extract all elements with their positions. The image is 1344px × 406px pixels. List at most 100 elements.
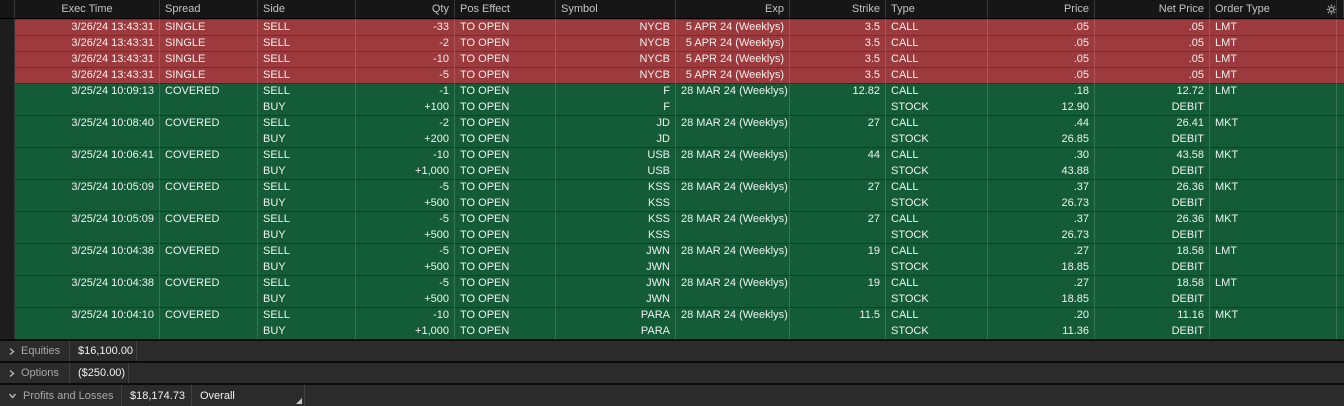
bar-filler [137,341,1344,361]
settings-gear-icon[interactable] [1326,4,1337,15]
cell-symbol: JWN [556,259,676,275]
order-row[interactable]: BUY +1,000 TO OPEN PARA STOCK 11.36 DEBIT [0,323,1344,339]
cell-exp: 28 MAR 24 (Weeklys) [676,307,790,323]
order-row[interactable]: 3/25/24 10:08:40 COVERED SELL -2 TO OPEN JD 28… [0,115,1344,131]
column-header-pos-effect[interactable]: Pos Effect [455,0,556,18]
cell-spread [160,291,258,307]
cell-side: SELL [258,179,356,195]
cell-spread: SINGLE [160,67,258,83]
column-header-exec-time[interactable]: Exec Time [15,0,160,18]
cell-order-type: LMT [1210,243,1337,259]
row-marker [0,67,15,83]
cell-type: CALL [886,275,988,291]
column-header-side[interactable]: Side [258,0,356,18]
profits-losses-toggle[interactable]: Profits and Losses [0,385,122,406]
order-row[interactable]: BUY +500 TO OPEN JWN STOCK 18.85 DEBIT [0,291,1344,307]
pnl-scope-dropdown[interactable]: Overall [192,385,305,406]
column-header-qty[interactable]: Qty [356,0,455,18]
chevron-down-icon [8,392,17,399]
cell-qty: -2 [356,115,455,131]
cell-strike [790,227,886,243]
cell-pos-effect: TO OPEN [455,83,556,99]
cell-pos-effect: TO OPEN [455,211,556,227]
cell-qty: +500 [356,227,455,243]
cell-order-type: MKT [1210,147,1337,163]
cell-symbol: NYCB [556,19,676,35]
cell-pos-effect: TO OPEN [455,115,556,131]
cell-type: CALL [886,179,988,195]
column-header-spread[interactable]: Spread [160,0,258,18]
equities-toggle[interactable]: Equities [0,341,70,361]
chevron-right-icon [8,347,15,356]
column-header-strike[interactable]: Strike [790,0,886,18]
order-row[interactable]: BUY +500 TO OPEN KSS STOCK 26.73 DEBIT [0,227,1344,243]
row-right-strip [1337,195,1344,211]
cell-spread [160,227,258,243]
cell-price: .20 [988,307,1095,323]
order-row[interactable]: BUY +200 TO OPEN JD STOCK 26.85 DEBIT [0,131,1344,147]
cell-spread: COVERED [160,211,258,227]
cell-spread [160,323,258,339]
column-header-order-type[interactable]: Order Type [1210,0,1337,18]
order-row[interactable]: 3/26/24 13:43:31 SINGLE SELL -33 TO OPEN NYCB… [0,19,1344,35]
column-header-price[interactable]: Price [988,0,1095,18]
row-right-strip [1337,275,1344,291]
order-row[interactable]: 3/26/24 13:43:31 SINGLE SELL -5 TO OPEN NYCB 5… [0,67,1344,83]
cell-spread: COVERED [160,179,258,195]
cell-exp: 28 MAR 24 (Weeklys) [676,243,790,259]
cell-qty: -10 [356,147,455,163]
cell-order-type [1210,99,1337,115]
cell-order-type: LMT [1210,19,1337,35]
cell-side: SELL [258,211,356,227]
order-row[interactable]: 3/25/24 10:04:38 COVERED SELL -5 TO OPEN JWN 2… [0,275,1344,291]
row-right-strip [1337,67,1344,83]
order-row[interactable]: 3/25/24 10:04:38 COVERED SELL -5 TO OPEN JWN 2… [0,243,1344,259]
order-row[interactable]: BUY +1,000 TO OPEN USB STOCK 43.88 DEBIT [0,163,1344,179]
cell-qty: -5 [356,67,455,83]
row-marker [0,323,15,339]
order-row[interactable]: 3/25/24 10:05:09 COVERED SELL -5 TO OPEN KSS 2… [0,179,1344,195]
cell-spread [160,259,258,275]
column-header-type[interactable]: Type [886,0,988,18]
cell-order-type: LMT [1210,35,1337,51]
cell-type: CALL [886,243,988,259]
column-header-exp[interactable]: Exp [676,0,790,18]
options-toggle[interactable]: Options [0,363,70,383]
cell-pos-effect: TO OPEN [455,259,556,275]
cell-type: CALL [886,83,988,99]
order-row[interactable]: 3/25/24 10:09:13 COVERED SELL -1 TO OPEN F 28 … [0,83,1344,99]
cell-net-price: DEBIT [1095,163,1210,179]
cell-exp [676,323,790,339]
cell-qty: -5 [356,179,455,195]
row-right-strip [1337,291,1344,307]
cell-net-price: DEBIT [1095,323,1210,339]
corner-resize-handle[interactable] [296,398,302,404]
cell-spread: SINGLE [160,35,258,51]
order-row[interactable]: BUY +100 TO OPEN F STOCK 12.90 DEBIT [0,99,1344,115]
order-row[interactable]: 3/25/24 10:04:10 COVERED SELL -10 TO OPEN PAR… [0,307,1344,323]
cell-exec-time [15,195,160,211]
column-header-net-price[interactable]: Net Price [1095,0,1210,18]
cell-exec-time [15,259,160,275]
cell-net-price: 18.58 [1095,243,1210,259]
row-right-strip [1337,323,1344,339]
cell-net-price: DEBIT [1095,195,1210,211]
order-row[interactable]: 3/25/24 10:05:09 COVERED SELL -5 TO OPEN KSS 2… [0,211,1344,227]
cell-exec-time [15,99,160,115]
order-row[interactable]: BUY +500 TO OPEN KSS STOCK 26.73 DEBIT [0,195,1344,211]
column-header-symbol[interactable]: Symbol [556,0,676,18]
row-right-strip [1337,163,1344,179]
cell-pos-effect: TO OPEN [455,307,556,323]
profits-losses-total: $18,174.73 [122,385,192,406]
order-row[interactable]: 3/26/24 13:43:31 SINGLE SELL -2 TO OPEN NYCB 5… [0,35,1344,51]
cell-qty: -10 [356,307,455,323]
order-row[interactable]: 3/26/24 13:43:31 SINGLE SELL -10 TO OPEN NYCB… [0,51,1344,67]
row-right-strip [1337,179,1344,195]
cell-net-price: DEBIT [1095,259,1210,275]
header-right-strip [1337,0,1344,18]
cell-exec-time: 3/25/24 10:04:38 [15,243,160,259]
cell-side: SELL [258,83,356,99]
order-row[interactable]: 3/25/24 10:06:41 COVERED SELL -10 TO OPEN USB… [0,147,1344,163]
order-row[interactable]: BUY +500 TO OPEN JWN STOCK 18.85 DEBIT [0,259,1344,275]
cell-exp: 28 MAR 24 (Weeklys) [676,83,790,99]
